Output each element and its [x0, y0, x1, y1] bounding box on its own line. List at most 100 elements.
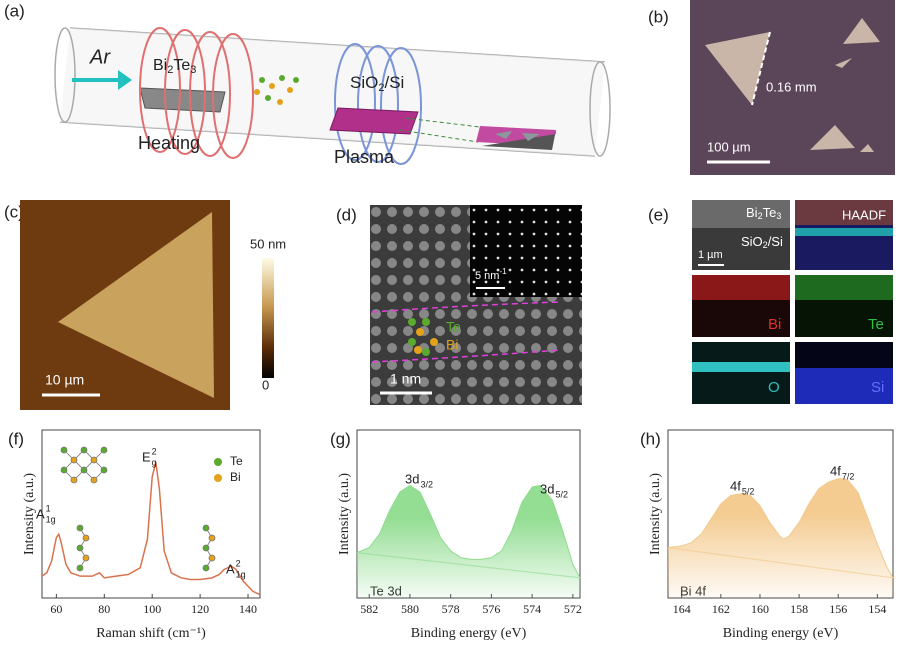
- panel-label: (d): [336, 205, 357, 224]
- atom-model: [408, 318, 438, 356]
- text-part: 5 nm: [475, 270, 499, 282]
- peak-label-sub: 1g: [236, 569, 246, 579]
- peak-label: 4f: [730, 478, 741, 493]
- peak-label: 3d: [540, 481, 554, 496]
- x-axis-label: Binding energy (eV): [411, 626, 527, 641]
- gas-arrow: [72, 70, 132, 90]
- x-tick-label: 156: [829, 602, 847, 616]
- map-label: O: [768, 379, 780, 396]
- spectrum-line: [667, 478, 894, 579]
- y-axis-label: Intensity (a.u.): [337, 473, 352, 555]
- panel-label: (e): [648, 205, 669, 224]
- flake: [58, 212, 214, 398]
- x-tick-label: 576: [482, 602, 500, 616]
- peak-label-sub: 7/2: [842, 471, 855, 481]
- zoom-lines: [399, 117, 481, 143]
- panel-label: (b): [648, 7, 669, 26]
- legend-label: Bi: [230, 470, 241, 484]
- map-o-signal: [692, 362, 790, 372]
- map-label: Te: [868, 316, 884, 333]
- length-label: 0.16 mm: [766, 79, 817, 94]
- map-o: [692, 342, 790, 404]
- panel-label: (a): [4, 1, 25, 20]
- scale-label: 1 nm: [390, 371, 421, 387]
- panel-e: (e) Bi2Te3 SiO2/Si HAADF 1 µm Bi Te O Si: [648, 200, 893, 404]
- panel-b: (b) 0.16 mm 100 µm: [648, 0, 895, 175]
- text-part: Te: [173, 57, 190, 74]
- atom-te-label: Te: [446, 319, 461, 335]
- peak-label: A: [226, 561, 235, 576]
- colorbar-max: 50 nm: [250, 236, 286, 251]
- panel-label: (g): [330, 429, 351, 448]
- text-part: SiO: [741, 234, 763, 249]
- text-part: Bi: [153, 57, 167, 74]
- panel-label: (h): [640, 429, 661, 448]
- peak-label-sub: 1g: [46, 514, 56, 524]
- x-tick-label: 158: [790, 602, 808, 616]
- tube-end: [54, 27, 76, 123]
- colorbar-min: 0: [262, 377, 269, 392]
- source-label: Bi2Te3: [153, 57, 196, 76]
- peak-label-sup: 1: [46, 503, 51, 513]
- text-part: Bi: [746, 205, 758, 220]
- panel-label: (c): [4, 202, 24, 221]
- x-tick-label: 120: [191, 602, 209, 616]
- peak-label-sup: 2: [152, 446, 157, 456]
- layer-bottom-label: SiO2/Si: [741, 234, 783, 250]
- text-part: /Si: [384, 73, 404, 92]
- atom-bi-label: Bi: [446, 337, 458, 353]
- plasma-coils: [334, 43, 422, 165]
- map-te-signal: [795, 275, 893, 300]
- peak-label: 4f: [830, 463, 841, 478]
- x-tick-label: 80: [98, 602, 110, 616]
- subscript: 2: [763, 240, 768, 250]
- legend-marker: [214, 474, 222, 482]
- x-tick-label: 578: [442, 602, 460, 616]
- area-fill: [668, 478, 893, 598]
- legend-label: Te: [230, 454, 243, 468]
- overlay-top: [795, 200, 893, 225]
- x-tick-label: 140: [239, 602, 257, 616]
- diffraction-inset: [470, 205, 582, 297]
- lattice-inset: [60, 446, 216, 572]
- panel-a: (a) Ar Bi2Te3 Heating SiO2/Si Plasma: [4, 1, 611, 167]
- haadf-label: HAADF: [842, 207, 886, 222]
- x-axis-label: Raman shift (cm⁻¹): [96, 626, 206, 641]
- chip-edge: [482, 130, 556, 150]
- plasma-label: Plasma: [334, 147, 395, 167]
- scale-label: 1 µm: [698, 249, 723, 261]
- peak-label-sub: 5/2: [555, 489, 568, 499]
- layer-lines: [371, 301, 561, 363]
- subscript: 2: [378, 82, 384, 94]
- x-tick-label: 160: [751, 602, 769, 616]
- peak-label-sub: g: [152, 457, 157, 467]
- map-label: Bi: [768, 316, 781, 333]
- flakes: [495, 131, 540, 141]
- x-tick-label: 582: [360, 602, 378, 616]
- plot-frame: [41, 429, 261, 599]
- measure-line: [751, 31, 771, 106]
- x-tick-label: 60: [50, 602, 62, 616]
- substrate: [329, 107, 419, 135]
- inset-scale-label: 5 nm-1: [475, 267, 507, 282]
- map-bi-signal: [692, 275, 790, 300]
- spectrum-line: [356, 484, 581, 579]
- map-si-signal: [795, 368, 893, 404]
- substrate-label: SiO2/Si: [350, 73, 404, 93]
- x-tick-label: 164: [673, 602, 691, 616]
- heating-label: Heating: [138, 133, 200, 153]
- top-layer: [692, 200, 790, 228]
- gas-label: Ar: [89, 46, 111, 68]
- flake: [705, 32, 770, 105]
- tube-body: [60, 28, 605, 156]
- panel-d: (d) 5 nm-1 Te Bi 1 nm: [336, 205, 582, 405]
- peak-label-sub: 5/2: [742, 486, 755, 496]
- peak-label: A: [36, 506, 45, 521]
- scale-label: 10 µm: [45, 372, 84, 388]
- y-axis-label: Intensity (a.u.): [648, 473, 663, 555]
- overlay-oxide: [795, 228, 893, 236]
- x-tick-label: 154: [868, 602, 886, 616]
- subscript: 3: [190, 64, 196, 76]
- x-tick-label: 572: [564, 602, 582, 616]
